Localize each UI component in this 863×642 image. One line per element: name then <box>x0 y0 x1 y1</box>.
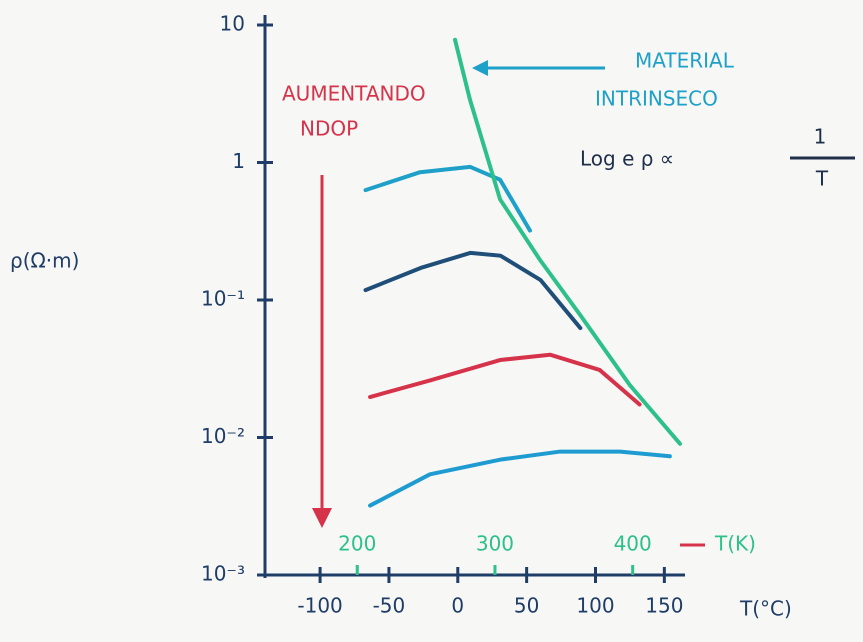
y-axis-label: ρ(Ω·m) <box>10 249 79 273</box>
y-tick-label: 10 <box>220 12 245 36</box>
formula-lhs: Log e ρ ∝ <box>580 147 674 171</box>
x2-tick-label: 400 <box>614 532 652 556</box>
y-tick-label: 10⁻² <box>201 424 245 448</box>
x-tick-label: -100 <box>297 594 342 618</box>
y-tick-label: 10⁻³ <box>201 562 245 586</box>
x-tick-label: 50 <box>514 594 539 618</box>
chart: ρ(Ω·m) T(°C) T(K) AUMENTANDO NDOP MATERI… <box>0 0 863 642</box>
x2-tick-label: 300 <box>476 532 514 556</box>
x-tick-label: 150 <box>645 594 683 618</box>
y-tick-label: 1 <box>232 149 245 173</box>
x2-tick-label: 200 <box>338 532 376 556</box>
formula-numerator: 1 <box>814 125 827 149</box>
annotation-intrinsic-2: INTRINSECO <box>595 87 718 111</box>
x-axis-label: T(°C) <box>739 597 792 621</box>
annotation-intrinsic-1: MATERIAL <box>635 49 735 73</box>
x-tick-label: 100 <box>576 594 614 618</box>
x-tick-label: 0 <box>451 594 464 618</box>
x2-axis-label: T(K) <box>714 532 756 556</box>
x-tick-label: -50 <box>373 594 406 618</box>
y-tick-label: 10⁻¹ <box>201 287 245 311</box>
annotation-arrow: AUMENTANDO <box>282 82 426 106</box>
annotation-arrow-sub: NDOP <box>300 117 358 141</box>
formula-denominator: T <box>815 167 829 191</box>
